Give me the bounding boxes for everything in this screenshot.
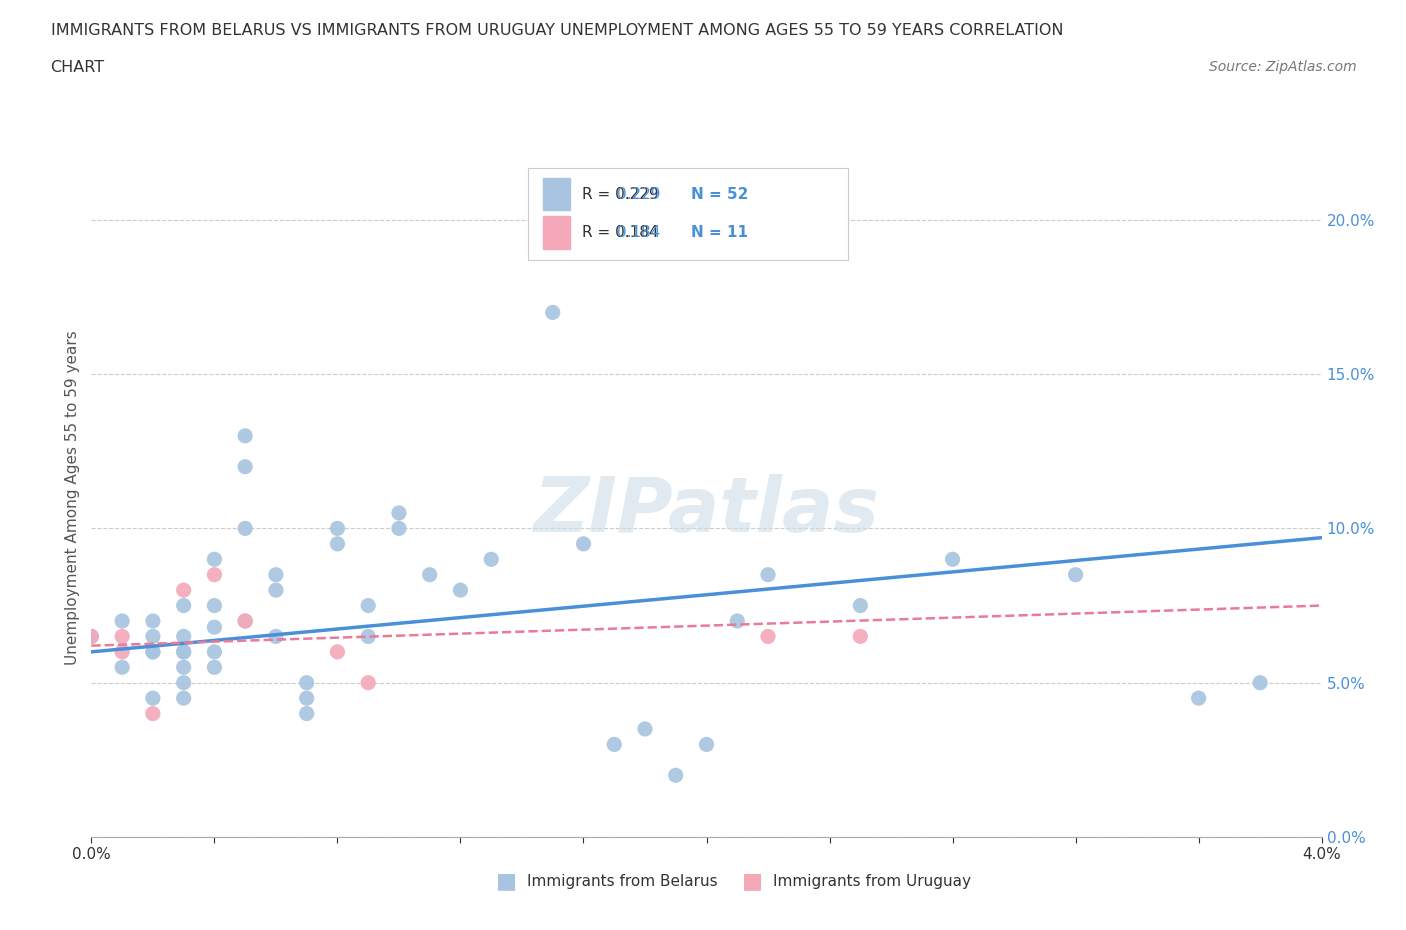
Text: Immigrants from Uruguay: Immigrants from Uruguay [773, 874, 972, 889]
Point [849, 629, 872, 644]
Point [849, 598, 872, 613]
Text: CHART: CHART [51, 60, 104, 75]
Y-axis label: Unemployment Among Ages 55 to 59 years: Unemployment Among Ages 55 to 59 years [65, 330, 80, 665]
Text: 0.229: 0.229 [617, 187, 661, 202]
Point [111, 629, 134, 644]
Point [295, 691, 318, 706]
Point [695, 737, 717, 751]
Point [202, 619, 225, 634]
Point [357, 629, 380, 644]
Point [264, 583, 287, 598]
Point [295, 706, 318, 721]
Text: IMMIGRANTS FROM BELARUS VS IMMIGRANTS FROM URUGUAY UNEMPLOYMENT AMONG AGES 55 TO: IMMIGRANTS FROM BELARUS VS IMMIGRANTS FR… [51, 23, 1063, 38]
Point [388, 521, 411, 536]
Point [326, 537, 349, 551]
Point [111, 660, 134, 675]
Text: ZIPatlas: ZIPatlas [533, 474, 880, 548]
Point [419, 567, 441, 582]
Point [264, 567, 287, 582]
Point [80, 629, 103, 644]
Point [202, 598, 225, 613]
Point [142, 614, 165, 629]
Point [449, 583, 471, 598]
Point [665, 768, 688, 783]
Point [173, 583, 195, 598]
Point [233, 614, 256, 629]
FancyBboxPatch shape [543, 217, 569, 249]
Point [111, 644, 134, 659]
Point [173, 644, 195, 659]
Point [1249, 675, 1271, 690]
Point [388, 506, 411, 521]
Point [142, 629, 165, 644]
Point [634, 722, 657, 737]
Text: 0.184: 0.184 [617, 225, 659, 240]
Point [295, 675, 318, 690]
Point [142, 691, 165, 706]
Text: N = 11: N = 11 [690, 225, 748, 240]
Point [202, 660, 225, 675]
FancyBboxPatch shape [543, 178, 569, 210]
Text: Immigrants from Belarus: Immigrants from Belarus [527, 874, 718, 889]
Point [233, 429, 256, 444]
Point [479, 551, 502, 566]
Point [173, 691, 195, 706]
Point [142, 706, 165, 721]
Point [173, 629, 195, 644]
Text: R = 0.229: R = 0.229 [582, 187, 659, 202]
Point [572, 537, 595, 551]
Point [357, 675, 380, 690]
Point [202, 567, 225, 582]
Point [1187, 691, 1209, 706]
Point [233, 459, 256, 474]
Point [326, 521, 349, 536]
Point [173, 675, 195, 690]
Text: N = 52: N = 52 [690, 187, 748, 202]
Point [941, 551, 963, 566]
Point [80, 629, 103, 644]
Text: R = 0.184: R = 0.184 [582, 225, 659, 240]
Point [202, 644, 225, 659]
Point [756, 629, 779, 644]
Point [725, 614, 748, 629]
Point [173, 598, 195, 613]
Point [233, 614, 256, 629]
Point [142, 644, 165, 659]
Point [1064, 567, 1087, 582]
Text: Source: ZipAtlas.com: Source: ZipAtlas.com [1209, 60, 1357, 74]
Point [603, 737, 626, 751]
Point [357, 598, 380, 613]
Point [202, 551, 225, 566]
Point [756, 567, 779, 582]
Point [264, 629, 287, 644]
Point [233, 521, 256, 536]
FancyBboxPatch shape [529, 168, 848, 260]
Point [326, 644, 349, 659]
Point [142, 644, 165, 659]
Point [173, 644, 195, 659]
Text: ■: ■ [496, 871, 516, 892]
Point [173, 660, 195, 675]
Text: ■: ■ [742, 871, 762, 892]
Point [541, 305, 564, 320]
Point [111, 614, 134, 629]
